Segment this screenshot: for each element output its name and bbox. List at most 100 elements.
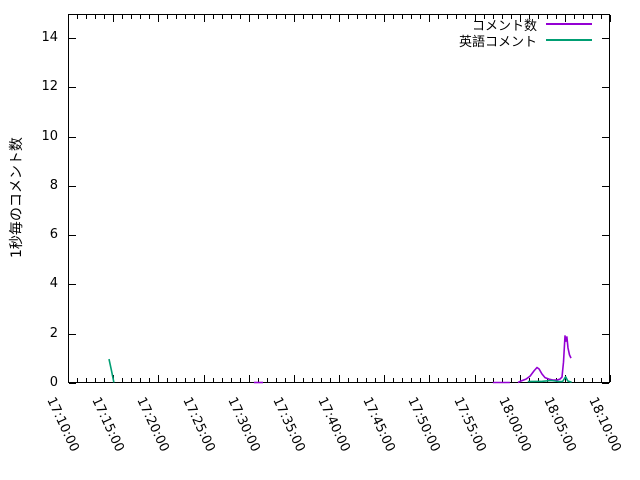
x-minor-tick-top [348, 15, 350, 19]
x-minor-tick-top [239, 15, 241, 19]
x-minor-tick [501, 378, 503, 382]
x-tick-label: 17:25:00 [178, 395, 218, 455]
x-tick-label: 17:30:00 [224, 395, 263, 455]
x-minor-tick [546, 378, 548, 382]
legend-label-english: 英語コメント [458, 34, 537, 50]
x-minor-tick-top [393, 15, 395, 19]
x-major-tick-top [339, 15, 340, 22]
x-minor-tick-top [555, 15, 557, 19]
x-minor-tick [465, 378, 467, 382]
x-minor-tick [582, 378, 584, 382]
x-minor-tick [239, 378, 241, 382]
x-minor-tick-top [420, 15, 422, 19]
x-major-tick [248, 375, 250, 382]
y-major-tick-right [602, 185, 609, 187]
x-minor-tick [284, 378, 286, 382]
y-tick-label: 4 [49, 276, 58, 292]
x-minor-tick [483, 378, 485, 382]
x-minor-tick-top [266, 15, 268, 19]
x-major-tick [519, 375, 521, 382]
x-minor-tick-top [122, 15, 124, 19]
y-major-tick [69, 383, 76, 384]
x-minor-tick [555, 378, 557, 382]
x-minor-tick-top [221, 15, 223, 19]
y-major-tick [69, 333, 76, 335]
x-tick-label: 17:15:00 [88, 395, 127, 455]
x-minor-tick-top [86, 15, 88, 19]
x-minor-tick-top [140, 15, 142, 19]
x-minor-tick-top [375, 15, 377, 19]
y-major-tick-right [602, 235, 609, 237]
y-major-tick-right [602, 38, 609, 40]
x-minor-tick-top [528, 15, 530, 19]
x-minor-tick [456, 378, 458, 382]
y-major-tick-right [602, 284, 609, 286]
y-major-tick-right [602, 383, 609, 384]
x-minor-tick [194, 378, 196, 382]
plot-frame [68, 14, 610, 383]
x-minor-tick [149, 378, 151, 382]
x-minor-tick-top [465, 15, 467, 19]
x-minor-tick [122, 378, 124, 382]
x-major-tick [203, 375, 205, 382]
x-minor-tick-top [483, 15, 485, 19]
x-minor-tick [537, 378, 539, 382]
x-minor-tick [393, 378, 395, 382]
legend-line-sample-english [546, 39, 592, 41]
x-minor-tick-top [95, 15, 97, 19]
x-minor-tick [131, 378, 133, 382]
x-minor-tick [221, 378, 223, 382]
x-minor-tick [86, 378, 88, 382]
y-tick-label: 12 [41, 79, 58, 95]
y-major-tick-right [602, 136, 609, 138]
x-minor-tick [311, 378, 313, 382]
x-minor-tick [402, 378, 404, 382]
legend-label-comments: コメント数 [471, 18, 537, 34]
x-minor-tick [375, 378, 377, 382]
x-minor-tick [492, 378, 494, 382]
x-minor-tick [357, 378, 359, 382]
x-major-tick [610, 375, 611, 382]
x-tick-label: 17:55:00 [449, 395, 489, 455]
x-minor-tick [95, 378, 97, 382]
x-minor-tick-top [230, 15, 232, 19]
x-major-tick [474, 375, 476, 382]
x-minor-tick-top [77, 15, 79, 19]
x-major-tick-top [203, 15, 205, 22]
x-minor-tick-top [311, 15, 313, 19]
x-minor-tick-top [320, 15, 322, 19]
x-minor-tick [302, 378, 304, 382]
x-minor-tick [257, 378, 259, 382]
y-major-tick [69, 87, 76, 89]
x-major-tick-top [248, 15, 250, 22]
x-minor-tick [366, 378, 368, 382]
x-minor-tick [275, 378, 277, 382]
y-tick-label: 6 [49, 227, 58, 243]
x-minor-tick-top [167, 15, 169, 19]
y-tick-label: 0 [49, 375, 58, 390]
x-minor-tick-top [492, 15, 494, 19]
x-minor-tick [320, 378, 322, 382]
y-major-tick [69, 284, 76, 286]
x-minor-tick [185, 378, 187, 382]
x-minor-tick [176, 378, 178, 382]
x-tick-label: 18:10:00 [585, 395, 624, 455]
x-major-tick-top [610, 15, 611, 22]
x-minor-tick [104, 378, 106, 382]
x-major-tick-top [474, 15, 476, 22]
x-minor-tick [212, 378, 214, 382]
x-major-tick-top [519, 15, 521, 22]
x-minor-tick-top [176, 15, 178, 19]
x-major-tick-top [293, 15, 295, 22]
legend: コメント数 英語コメント [458, 16, 592, 50]
x-minor-tick [510, 378, 512, 382]
x-minor-tick-top [456, 15, 458, 19]
x-minor-tick [447, 378, 449, 382]
y-tick-label: 10 [41, 128, 58, 144]
x-minor-tick [140, 378, 142, 382]
x-minor-tick [329, 378, 331, 382]
x-minor-tick-top [510, 15, 512, 19]
legend-row-english: 英語コメント [458, 32, 592, 50]
x-minor-tick-top [537, 15, 539, 19]
x-minor-tick [528, 378, 530, 382]
